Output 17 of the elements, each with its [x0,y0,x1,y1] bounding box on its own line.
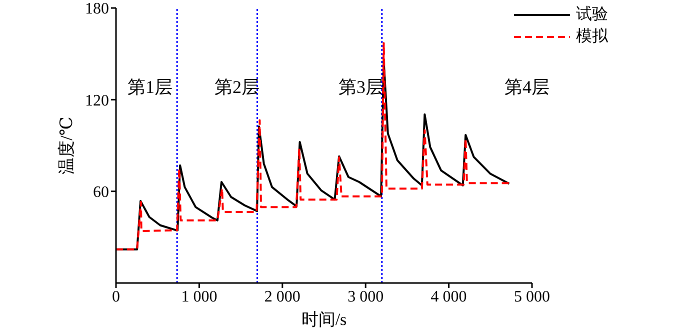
x-tick-label: 4 000 [430,288,467,306]
x-tick-label: 2 000 [264,288,300,306]
x-tick-label: 3 000 [348,288,384,306]
legend-label: 试验 [576,4,608,25]
x-tick-label: 5 000 [514,288,550,306]
y-tick-label: 120 [85,92,109,110]
legend-label: 模拟 [576,26,608,47]
x-tick-label: 1 000 [181,288,218,306]
y-tick-label: 60 [93,184,109,202]
x-axis-title: 时间/s [301,310,347,329]
y-axis-title: 温度/℃ [57,116,76,174]
annotation: 第4层 [504,76,550,98]
annotation: 第1层 [128,76,172,98]
annotation: 第2层 [214,76,260,98]
annotation: 第3层 [338,76,384,98]
x-tick-label: 0 [112,288,120,306]
y-tick-label: 180 [85,0,109,18]
